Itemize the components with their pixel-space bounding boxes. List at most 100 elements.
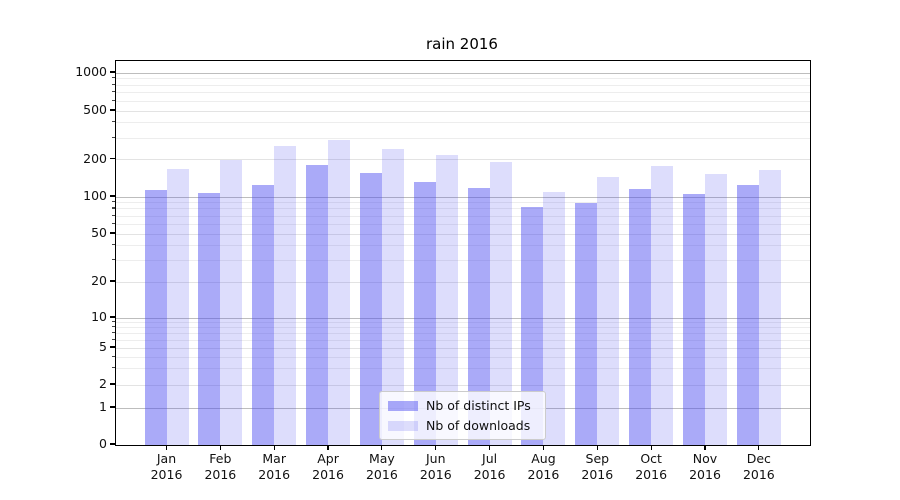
legend-swatch-icon: [388, 400, 418, 411]
y-minor-tick-mark: [112, 99, 115, 101]
y-tick-label-100: 100: [83, 188, 107, 203]
y-minor-tick-mark: [112, 259, 115, 261]
x-tick-label-jan: Jan 2016: [150, 451, 183, 483]
y-minor-tick-mark: [112, 121, 115, 123]
bar-distinct-ips-nov: [683, 193, 705, 445]
y-minor-tick-mark: [112, 83, 115, 85]
bar-downloads-jul: [489, 162, 512, 445]
gridline-6: [116, 339, 810, 341]
x-tick-label-mar: Mar 2016: [258, 451, 291, 483]
x-tick-label-apr: Apr 2016: [312, 451, 344, 483]
y-tick-label-50: 50: [91, 225, 107, 240]
bar-distinct-ips-may: [359, 172, 382, 445]
gridline-9: [116, 322, 810, 324]
gridline-100: [116, 196, 810, 198]
y-minor-tick-mark: [112, 331, 115, 334]
gridline-3: [116, 368, 810, 370]
gridline-40: [116, 245, 810, 247]
y-minor-tick-mark: [112, 136, 115, 138]
y-minor-tick-mark: [112, 355, 115, 357]
gridline-90: [116, 202, 810, 204]
y-tick-mark: [110, 109, 115, 111]
y-tick-label-5: 5: [99, 339, 107, 354]
legend-row: Nb of distinct IPs: [388, 398, 537, 413]
y-tick-mark: [110, 443, 115, 445]
gridline-7: [116, 332, 810, 334]
x-tick-mark: [219, 446, 221, 450]
x-tick-mark: [596, 446, 598, 450]
gridline-500: [116, 110, 810, 112]
y-tick-label-10: 10: [91, 309, 107, 324]
gridline-600: [116, 100, 810, 102]
x-tick-mark: [489, 446, 491, 450]
y-tick-label-500: 500: [83, 102, 107, 117]
bar-distinct-ips-feb: [198, 192, 221, 445]
gridline-30: [116, 260, 810, 262]
bar-distinct-ips-sep: [575, 202, 598, 445]
legend-row: Nb of downloads: [388, 418, 537, 433]
bar-downloads-mar: [274, 146, 297, 445]
y-tick-label-1: 1: [99, 399, 107, 414]
y-tick-mark: [110, 346, 115, 348]
bar-downloads-jan: [166, 168, 189, 445]
bar-downloads-aug: [543, 192, 566, 445]
legend: Nb of distinct IPs Nb of downloads: [379, 391, 546, 440]
y-tick-mark: [110, 195, 115, 197]
bar-distinct-ips-mar: [252, 184, 275, 445]
y-tick-mark: [110, 71, 115, 73]
y-minor-tick-mark: [112, 338, 115, 340]
x-tick-mark: [165, 446, 168, 450]
bar-downloads-may: [381, 149, 404, 445]
x-tick-label-nov: Nov 2016: [689, 451, 721, 483]
gridline-5: [116, 347, 810, 349]
y-tick-mark: [110, 316, 115, 318]
plot-area: Nb of distinct IPs Nb of downloads: [115, 60, 811, 446]
gridline-10: [116, 317, 810, 319]
x-tick-mark: [381, 446, 383, 450]
x-tick-label-may: May 2016: [365, 451, 398, 483]
gridline-800: [116, 84, 810, 86]
bar-distinct-ips-apr: [306, 165, 329, 445]
gridline-80: [116, 208, 810, 210]
x-tick-mark: [327, 446, 329, 450]
y-tick-label-0: 0: [99, 436, 107, 451]
gridline-1000: [116, 72, 810, 74]
y-tick-label-2: 2: [99, 376, 107, 391]
bar-downloads-jun: [435, 155, 458, 445]
bar-distinct-ips-jan: [144, 189, 167, 445]
bar-distinct-ips-jul: [467, 187, 490, 445]
x-tick-label-jul: Jul 2016: [473, 451, 506, 483]
y-minor-tick-mark: [112, 201, 115, 203]
legend-label: Nb of distinct IPs: [426, 398, 531, 413]
chart-title: rain 2016: [426, 35, 498, 53]
y-tick-mark: [110, 383, 115, 385]
gridline-8: [116, 327, 810, 329]
x-tick-mark: [650, 446, 652, 450]
bar-downloads-nov: [705, 173, 727, 445]
y-minor-tick-mark: [112, 214, 115, 216]
x-tick-label-dec: Dec 2016: [742, 451, 775, 483]
x-tick-mark: [435, 446, 437, 450]
y-minor-tick-mark: [112, 77, 115, 79]
gridline-50: [116, 233, 810, 235]
bar-distinct-ips-oct: [629, 188, 652, 445]
x-tick-mark: [273, 446, 275, 450]
legend-swatch-icon: [388, 420, 418, 431]
gridline-70: [116, 215, 810, 217]
gridline-400: [116, 122, 810, 124]
gridline-700: [116, 92, 810, 94]
y-minor-tick-mark: [112, 326, 115, 328]
bar-distinct-ips-aug: [521, 206, 544, 445]
legend-label: Nb of downloads: [426, 418, 531, 433]
bar-downloads-apr: [328, 140, 351, 445]
gridline-2: [116, 384, 810, 386]
x-tick-mark: [542, 446, 545, 450]
x-tick-mark: [704, 446, 706, 450]
y-minor-tick-mark: [112, 207, 115, 209]
y-minor-tick-mark: [112, 91, 115, 93]
gridline-300: [116, 137, 810, 139]
y-tick-mark: [110, 232, 115, 234]
y-tick-mark: [110, 280, 115, 282]
y-minor-tick-mark: [112, 244, 115, 246]
